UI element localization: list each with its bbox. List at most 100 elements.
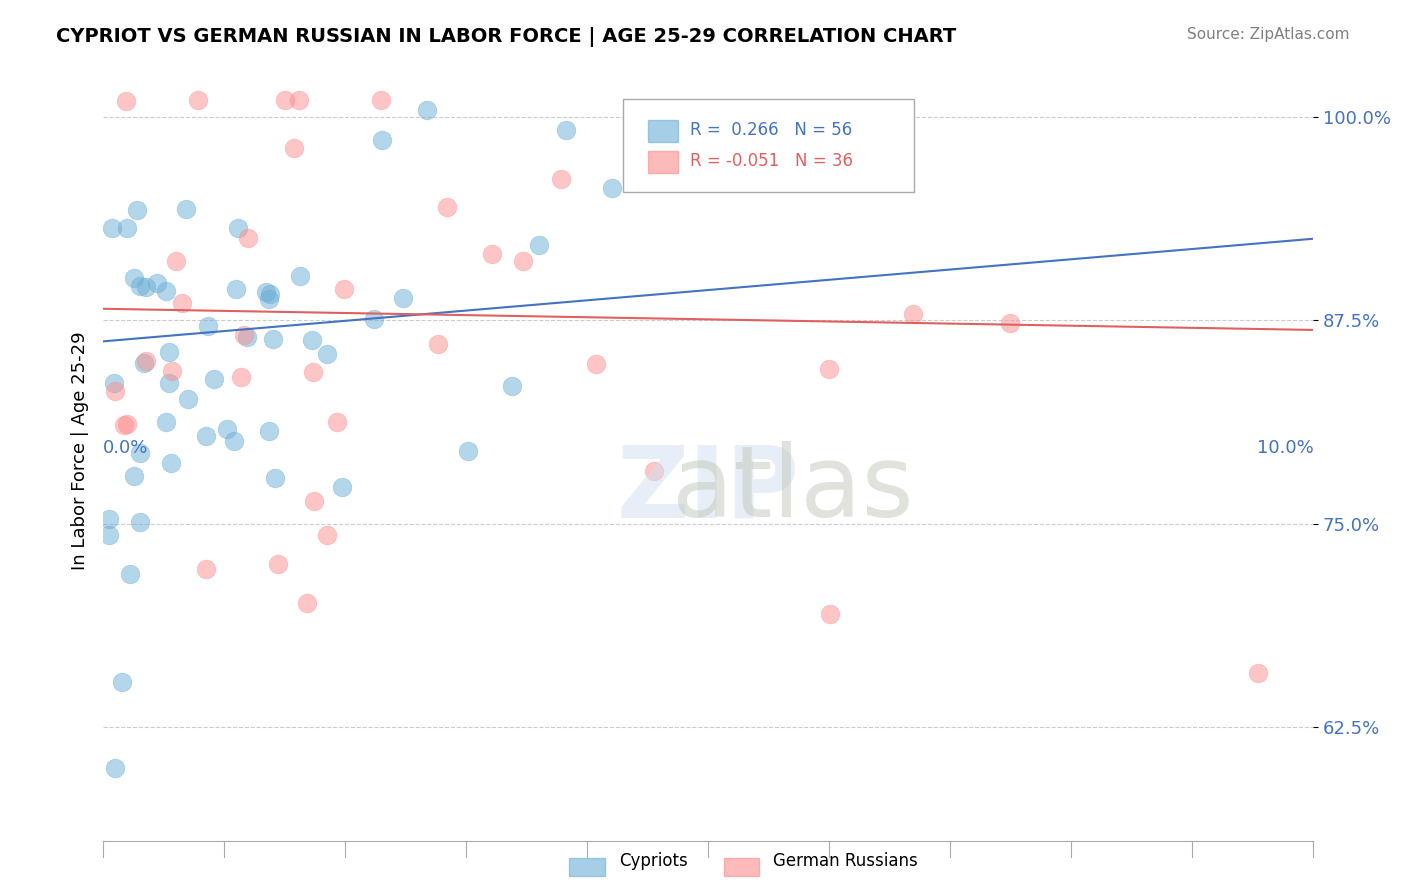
Point xyxy=(98,528,121,542)
Point xyxy=(1000,317,1022,331)
Bar xyxy=(648,120,678,142)
Text: Source: ZipAtlas.com: Source: ZipAtlas.com xyxy=(1187,27,1350,42)
Point xyxy=(288,93,311,107)
Point xyxy=(725,148,748,162)
Point xyxy=(194,429,217,443)
Point xyxy=(392,291,415,305)
Point xyxy=(550,172,572,186)
Point xyxy=(501,379,523,393)
Point xyxy=(901,307,924,321)
Point xyxy=(315,346,337,360)
Point xyxy=(262,333,284,347)
Point xyxy=(820,607,842,621)
Point xyxy=(157,376,180,391)
Text: R =  0.266   N = 56: R = 0.266 N = 56 xyxy=(690,121,852,139)
Point xyxy=(104,384,127,399)
Point xyxy=(631,102,654,116)
Point xyxy=(197,318,219,333)
Point xyxy=(236,330,259,344)
Point xyxy=(370,93,392,107)
Point xyxy=(290,268,312,283)
Point xyxy=(316,528,339,542)
Point xyxy=(257,292,280,306)
Text: CYPRIOT VS GERMAN RUSSIAN IN LABOR FORCE | AGE 25-29 CORRELATION CHART: CYPRIOT VS GERMAN RUSSIAN IN LABOR FORCE… xyxy=(56,27,956,46)
Text: Cypriots: Cypriots xyxy=(619,852,688,870)
Text: 10.0%: 10.0% xyxy=(1257,439,1313,457)
Point xyxy=(114,94,136,108)
Point xyxy=(257,424,280,438)
Point xyxy=(527,238,550,252)
Point xyxy=(643,464,665,478)
Point xyxy=(103,376,125,390)
Point xyxy=(122,469,145,483)
Point xyxy=(330,480,353,494)
Point xyxy=(157,345,180,359)
Point xyxy=(267,558,290,572)
Point xyxy=(817,361,839,376)
Point xyxy=(162,364,184,378)
Point xyxy=(100,221,122,235)
Point xyxy=(728,102,751,116)
Point xyxy=(129,445,152,459)
Point xyxy=(160,456,183,470)
Point xyxy=(187,93,209,107)
Bar xyxy=(569,858,605,876)
Point xyxy=(229,369,252,384)
Point xyxy=(135,354,157,368)
Point xyxy=(194,562,217,576)
Point xyxy=(301,366,323,380)
Point xyxy=(512,253,534,268)
Point xyxy=(416,103,439,118)
Point xyxy=(274,93,297,107)
Point xyxy=(135,280,157,294)
Point xyxy=(202,372,225,386)
Point xyxy=(225,282,247,296)
Point xyxy=(332,282,354,296)
Text: 0.0%: 0.0% xyxy=(103,439,149,457)
Point xyxy=(112,418,135,433)
Point xyxy=(115,417,138,431)
Point xyxy=(554,123,576,137)
Text: atlas: atlas xyxy=(672,441,914,538)
Point xyxy=(146,276,169,290)
Point xyxy=(98,511,121,525)
Point xyxy=(326,416,349,430)
Text: German Russians: German Russians xyxy=(773,852,918,870)
Point xyxy=(224,434,246,449)
Point xyxy=(122,271,145,285)
Point xyxy=(174,202,197,216)
Point xyxy=(238,230,260,244)
Point xyxy=(125,203,148,218)
Point xyxy=(371,133,394,147)
Point xyxy=(638,147,661,161)
Point xyxy=(259,287,281,301)
Point xyxy=(115,220,138,235)
Point xyxy=(283,141,305,155)
Point xyxy=(436,201,458,215)
Point xyxy=(165,254,187,268)
Point xyxy=(602,181,624,195)
Point xyxy=(120,566,142,581)
Point xyxy=(1247,665,1270,680)
Point xyxy=(264,471,287,485)
Point xyxy=(217,422,239,436)
Text: ZIP: ZIP xyxy=(617,441,800,538)
Point xyxy=(155,285,177,299)
Point xyxy=(297,596,319,610)
Point xyxy=(585,357,607,371)
Point xyxy=(104,761,127,775)
Point xyxy=(132,356,155,370)
Bar xyxy=(648,151,678,173)
Point xyxy=(128,515,150,529)
Point xyxy=(302,493,325,508)
Point xyxy=(363,311,385,326)
Point xyxy=(177,392,200,407)
Text: R = -0.051   N = 36: R = -0.051 N = 36 xyxy=(690,153,853,170)
Point xyxy=(704,102,727,116)
Point xyxy=(457,443,479,458)
Point xyxy=(301,334,323,348)
Point xyxy=(172,296,194,310)
Point xyxy=(111,674,134,689)
Point xyxy=(155,415,177,429)
Point xyxy=(226,221,249,235)
